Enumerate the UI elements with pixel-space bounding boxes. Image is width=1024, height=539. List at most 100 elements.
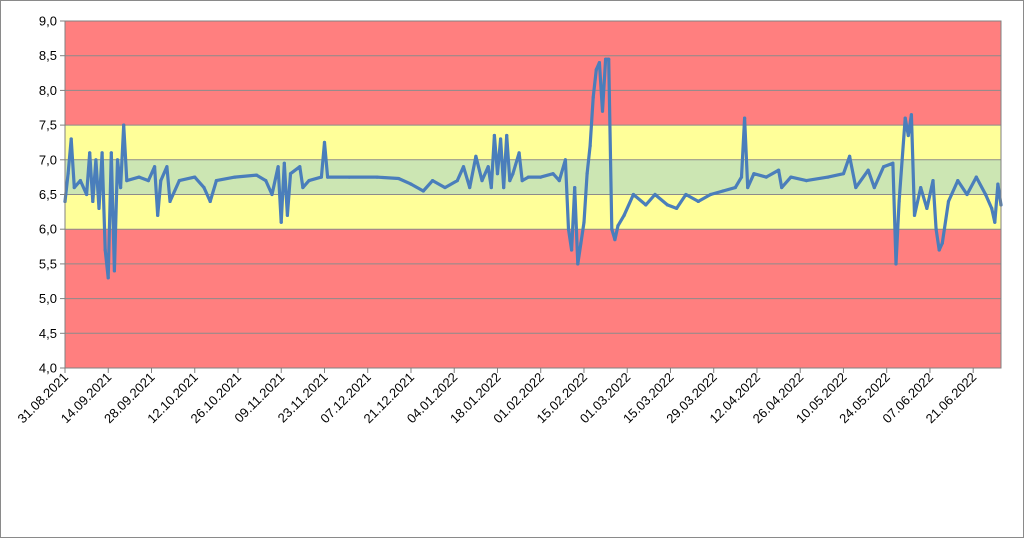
- data-point: [919, 185, 923, 190]
- data-point: [177, 179, 181, 183]
- zone-band-3: [65, 125, 1001, 160]
- y-tick-label: 8,5: [39, 48, 57, 63]
- data-point: [511, 172, 515, 176]
- data-point: [109, 151, 113, 155]
- data-point: [298, 165, 302, 169]
- data-point: [325, 175, 330, 179]
- data-point: [826, 175, 830, 179]
- y-tick-label: 7,0: [39, 152, 57, 167]
- data-point: [600, 109, 605, 113]
- data-point: [576, 262, 580, 266]
- data-point: [573, 185, 577, 190]
- data-point: [644, 203, 648, 207]
- data-point: [906, 133, 910, 138]
- data-point: [322, 140, 327, 145]
- data-point: [301, 185, 305, 190]
- data-point: [455, 179, 459, 183]
- data-point: [159, 179, 163, 183]
- data-point: [486, 165, 490, 169]
- data-point: [897, 199, 901, 204]
- data-point: [112, 269, 117, 273]
- data-point: [709, 192, 713, 197]
- data-point: [88, 151, 92, 155]
- data-point: [940, 241, 944, 245]
- data-point: [990, 206, 994, 210]
- data-point: [551, 172, 555, 176]
- data-point: [579, 241, 583, 245]
- data-point: [894, 262, 898, 266]
- data-point: [492, 133, 496, 138]
- data-point: [965, 192, 969, 197]
- data-point: [616, 224, 620, 228]
- y-tick-label: 5,0: [39, 291, 57, 306]
- x-axis-ticks: 31.08.202114.09.202128.09.202112.10.2021…: [14, 368, 979, 426]
- data-point: [156, 213, 160, 217]
- data-point: [431, 179, 435, 183]
- data-point: [69, 137, 73, 141]
- data-point: [307, 179, 311, 183]
- data-point: [468, 185, 472, 190]
- data-point: [841, 172, 846, 176]
- data-point: [168, 199, 172, 204]
- series-layer: [63, 57, 1003, 280]
- y-tick-label: 4,0: [39, 361, 57, 376]
- data-point: [421, 189, 425, 193]
- data-point: [285, 213, 290, 217]
- y-tick-label: 9,0: [39, 14, 57, 29]
- data-point: [974, 175, 978, 179]
- data-point: [631, 192, 635, 197]
- data-point: [375, 175, 379, 179]
- data-point: [603, 57, 608, 61]
- data-point: [665, 203, 669, 207]
- y-tick-label: 8,0: [39, 83, 57, 98]
- data-point: [684, 192, 688, 197]
- data-point: [397, 176, 401, 181]
- data-point: [202, 185, 206, 190]
- data-point: [912, 213, 917, 217]
- data-point: [85, 192, 89, 197]
- y-tick-label: 7,5: [39, 118, 57, 133]
- data-point: [94, 158, 98, 162]
- data-point: [854, 185, 858, 190]
- data-point: [137, 175, 141, 179]
- data-point: [804, 179, 808, 183]
- data-point: [909, 113, 914, 117]
- data-point: [505, 133, 509, 138]
- data-point: [872, 185, 876, 190]
- data-point: [739, 175, 744, 179]
- data-point: [563, 158, 568, 162]
- y-axis-ticks: 9,0 8,5 8,0 7,5 7,0 6,5 6,0 5,5 5,0 4,5 4,0: [39, 14, 65, 376]
- data-point: [165, 165, 169, 169]
- data-point: [752, 172, 756, 176]
- data-point: [409, 182, 413, 186]
- data-point: [526, 175, 530, 179]
- data-point: [152, 165, 157, 169]
- data-point: [776, 168, 781, 172]
- data-point: [254, 173, 259, 177]
- data-point: [622, 213, 626, 217]
- data-point: [66, 172, 70, 176]
- data-point: [582, 220, 586, 224]
- series-line-0: [63, 57, 1003, 280]
- data-point: [588, 144, 592, 148]
- data-point: [489, 185, 493, 190]
- data-point: [956, 179, 960, 183]
- data-point: [115, 158, 120, 162]
- data-point: [866, 168, 870, 172]
- data-point: [502, 185, 506, 190]
- gridlines: [65, 20, 1001, 369]
- data-point: [119, 185, 123, 190]
- data-point: [264, 179, 268, 183]
- data-point: [319, 175, 323, 179]
- data-point: [288, 172, 293, 176]
- zone-bands: [65, 21, 1001, 368]
- zone-band-1: [65, 194, 1001, 230]
- data-point: [597, 61, 602, 65]
- data-point: [675, 206, 679, 210]
- y-tick-label: 6,0: [39, 222, 57, 237]
- data-point: [653, 192, 657, 197]
- data-point: [91, 199, 95, 204]
- data-point: [276, 165, 280, 169]
